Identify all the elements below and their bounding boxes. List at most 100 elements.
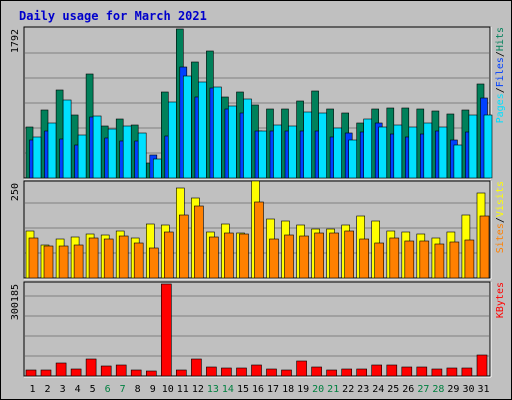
bar-pages-day-8: [138, 133, 146, 178]
x-tick-label: 10: [162, 384, 174, 395]
x-tick-label: 7: [120, 384, 126, 395]
x-tick-label: 9: [150, 384, 156, 395]
bar-pages-day-31: [484, 115, 492, 178]
panel-1: 1792: [10, 27, 492, 179]
bar-sites-day-12: [194, 206, 203, 278]
x-tick-label: 29: [447, 384, 459, 395]
bar-pages-day-10: [168, 102, 176, 178]
bar-kbytes-day-26: [402, 367, 412, 376]
bar-sites-day-1: [29, 238, 38, 278]
x-tick-label: 1: [29, 384, 35, 395]
panel-2: 250: [10, 181, 491, 279]
bar-sites-day-5: [89, 238, 98, 278]
bar-kbytes-day-28: [432, 369, 442, 376]
bar-kbytes-day-15: [237, 368, 247, 376]
bar-kbytes-day-13: [206, 367, 216, 376]
bar-pages-day-14: [228, 106, 236, 178]
x-tick-label: 31: [477, 384, 489, 395]
bar-sites-day-29: [450, 242, 459, 278]
x-tick-label: 18: [282, 384, 294, 395]
x-tick-label: 2: [44, 384, 50, 395]
bar-sites-day-25: [390, 238, 399, 278]
bar-pages-day-19: [304, 112, 312, 178]
legend-entry: Visits: [495, 181, 506, 217]
legend-top: Pages/Files/Hits: [495, 27, 506, 123]
panel-3: 300185: [10, 282, 491, 377]
bar-pages-day-26: [409, 127, 417, 178]
x-tick-label: 16: [252, 384, 264, 395]
bar-sites-day-8: [134, 243, 143, 278]
bar-kbytes-day-17: [267, 369, 277, 376]
x-tick-label: 6: [105, 384, 111, 395]
x-tick-label: 15: [237, 384, 249, 395]
bar-kbytes-day-2: [41, 370, 51, 376]
bar-kbytes-day-3: [56, 363, 66, 376]
bar-pages-day-23: [364, 119, 372, 178]
bar-kbytes-day-7: [116, 365, 126, 376]
bar-kbytes-day-1: [26, 370, 36, 376]
bar-pages-day-21: [334, 128, 342, 178]
bar-kbytes-day-18: [282, 370, 292, 376]
bar-sites-day-26: [405, 241, 414, 278]
x-tick-label: 17: [267, 384, 279, 395]
bar-pages-day-12: [198, 82, 206, 178]
legend-entry: Pages: [495, 93, 506, 123]
y-axis-max-label: 300185: [10, 284, 21, 320]
bar-sites-day-19: [300, 236, 309, 278]
x-tick-label: 5: [90, 384, 96, 395]
bar-sites-day-16: [255, 202, 264, 278]
bar-sites-day-22: [345, 231, 354, 278]
bar-pages-day-17: [274, 125, 282, 178]
bar-kbytes-day-5: [86, 359, 96, 376]
x-tick-label: 25: [387, 384, 399, 395]
bar-pages-day-11: [183, 76, 191, 178]
legend-middle: Sites/Visits: [495, 181, 506, 253]
bar-sites-day-31: [480, 216, 489, 278]
bar-pages-day-29: [454, 145, 462, 178]
x-tick-label: 21: [327, 384, 339, 395]
bar-sites-day-28: [435, 244, 444, 278]
bar-kbytes-day-14: [221, 368, 231, 376]
bar-kbytes-day-20: [312, 367, 322, 376]
x-tick-label: 3: [60, 384, 66, 395]
bar-pages-day-24: [379, 127, 387, 178]
bar-sites-day-18: [285, 235, 294, 278]
bar-pages-day-15: [244, 99, 252, 178]
bar-pages-day-7: [123, 126, 131, 178]
bar-sites-day-6: [104, 239, 113, 278]
bar-sites-day-11: [179, 215, 188, 278]
bar-kbytes-day-29: [447, 368, 457, 376]
bar-pages-day-27: [424, 123, 432, 178]
bar-sites-day-15: [240, 234, 249, 278]
bar-sites-day-23: [360, 239, 369, 278]
x-tick-label: 30: [462, 384, 474, 395]
bar-kbytes-day-23: [357, 369, 367, 376]
bar-sites-day-21: [330, 233, 339, 278]
bar-pages-day-28: [439, 127, 447, 178]
legend-entry: Sites: [495, 223, 506, 253]
bar-kbytes-day-11: [176, 370, 186, 376]
bar-pages-day-1: [33, 137, 41, 178]
legend-entry: KBytes: [495, 282, 506, 318]
bar-sites-day-10: [164, 232, 173, 278]
x-tick-label: 23: [357, 384, 369, 395]
bar-sites-day-30: [465, 240, 474, 278]
bar-kbytes-day-30: [462, 368, 472, 376]
bar-pages-day-13: [213, 87, 221, 178]
x-tick-label: 24: [372, 384, 384, 395]
x-tick-label: 19: [297, 384, 309, 395]
x-tick-label: 26: [402, 384, 414, 395]
x-tick-label: 4: [75, 384, 81, 395]
bar-sites-day-4: [74, 245, 83, 278]
bar-kbytes-day-25: [387, 365, 397, 376]
bar-sites-day-24: [375, 243, 384, 278]
bar-kbytes-day-10: [161, 284, 171, 376]
bar-kbytes-day-24: [372, 365, 382, 376]
bar-sites-day-2: [44, 246, 53, 278]
bar-pages-day-4: [78, 135, 86, 178]
x-tick-label: 12: [192, 384, 204, 395]
bar-kbytes-day-6: [101, 366, 111, 376]
bar-pages-day-16: [259, 131, 267, 178]
bar-kbytes-day-12: [191, 359, 201, 376]
bar-sites-day-20: [315, 233, 324, 278]
